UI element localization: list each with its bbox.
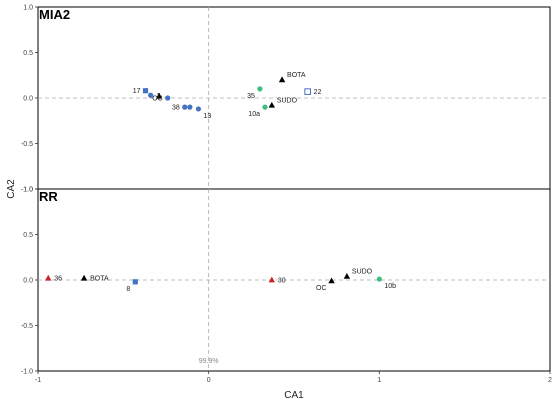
- data-point: [142, 88, 149, 94]
- data-point: [187, 104, 193, 110]
- data-point: [343, 272, 351, 279]
- point-label: 10b: [384, 283, 396, 290]
- y-tick-label: 0.0: [23, 278, 33, 285]
- point-label: 36: [54, 276, 62, 283]
- data-point: [165, 95, 171, 101]
- x-axis-title: CA1: [284, 390, 304, 401]
- data-point: [148, 92, 154, 98]
- x-tick-label: -1: [35, 377, 41, 384]
- data-point: [257, 86, 263, 92]
- point-label: 17: [133, 88, 141, 95]
- data-point: [328, 277, 335, 284]
- data-point: [132, 279, 138, 285]
- point-label: SUDO: [277, 97, 298, 104]
- panel-mia2: MIA2-1.0-0.50.00.51.0172OC3813BOTA3522SU…: [21, 5, 551, 194]
- panel-rr: RR -1.0 -0.5 0.0 0.5 1.0 36 BOTA 8 30 OC SUDO 10b: [21, 187, 551, 376]
- data-point: [304, 88, 311, 95]
- point-label: 22: [314, 89, 322, 96]
- point-label: SUDO: [352, 268, 373, 275]
- y-tick-label: 0.0: [23, 96, 33, 103]
- data-point: [182, 104, 188, 110]
- point-label: 38: [172, 105, 180, 112]
- data-point: [80, 274, 88, 281]
- data-point: [278, 76, 286, 83]
- y-tick-label: -0.5: [21, 141, 33, 148]
- point-label: BOTA: [90, 276, 109, 283]
- y-tick-label: 1.0: [23, 187, 33, 194]
- y-tick-label: -1.0: [21, 369, 33, 376]
- y-tick-label: 0.5: [23, 50, 33, 57]
- data-point: [262, 104, 268, 110]
- x-tick-label: 0: [207, 377, 211, 384]
- y-tick-label: 0.5: [23, 232, 33, 239]
- y-tick-label: -0.5: [21, 323, 33, 330]
- inertia-annotation: 99.9%: [199, 358, 219, 365]
- x-tick-label: 2: [548, 377, 552, 384]
- point-label: 10a: [248, 111, 260, 118]
- data-point: [376, 276, 382, 282]
- point-label: 35: [247, 93, 255, 100]
- data-point: [268, 276, 276, 283]
- data-point: [268, 101, 276, 108]
- panel-title: MIA2: [39, 7, 70, 22]
- data-point: [155, 92, 163, 99]
- point-label: BOTA: [287, 72, 306, 79]
- point-label: 13: [203, 113, 211, 120]
- y-tick-label: 1.0: [23, 5, 33, 12]
- x-tick-label: 1: [377, 377, 381, 384]
- point-label: 8: [126, 286, 130, 293]
- point-label: OC: [152, 96, 163, 103]
- point-label: OC: [316, 285, 327, 292]
- panel-title: RR: [39, 189, 58, 204]
- data-point: [195, 106, 202, 112]
- y-tick-label: -1.0: [21, 187, 33, 194]
- y-axis-title: CA2: [6, 179, 17, 199]
- point-label: 30: [278, 278, 286, 285]
- data-point: [45, 274, 52, 281]
